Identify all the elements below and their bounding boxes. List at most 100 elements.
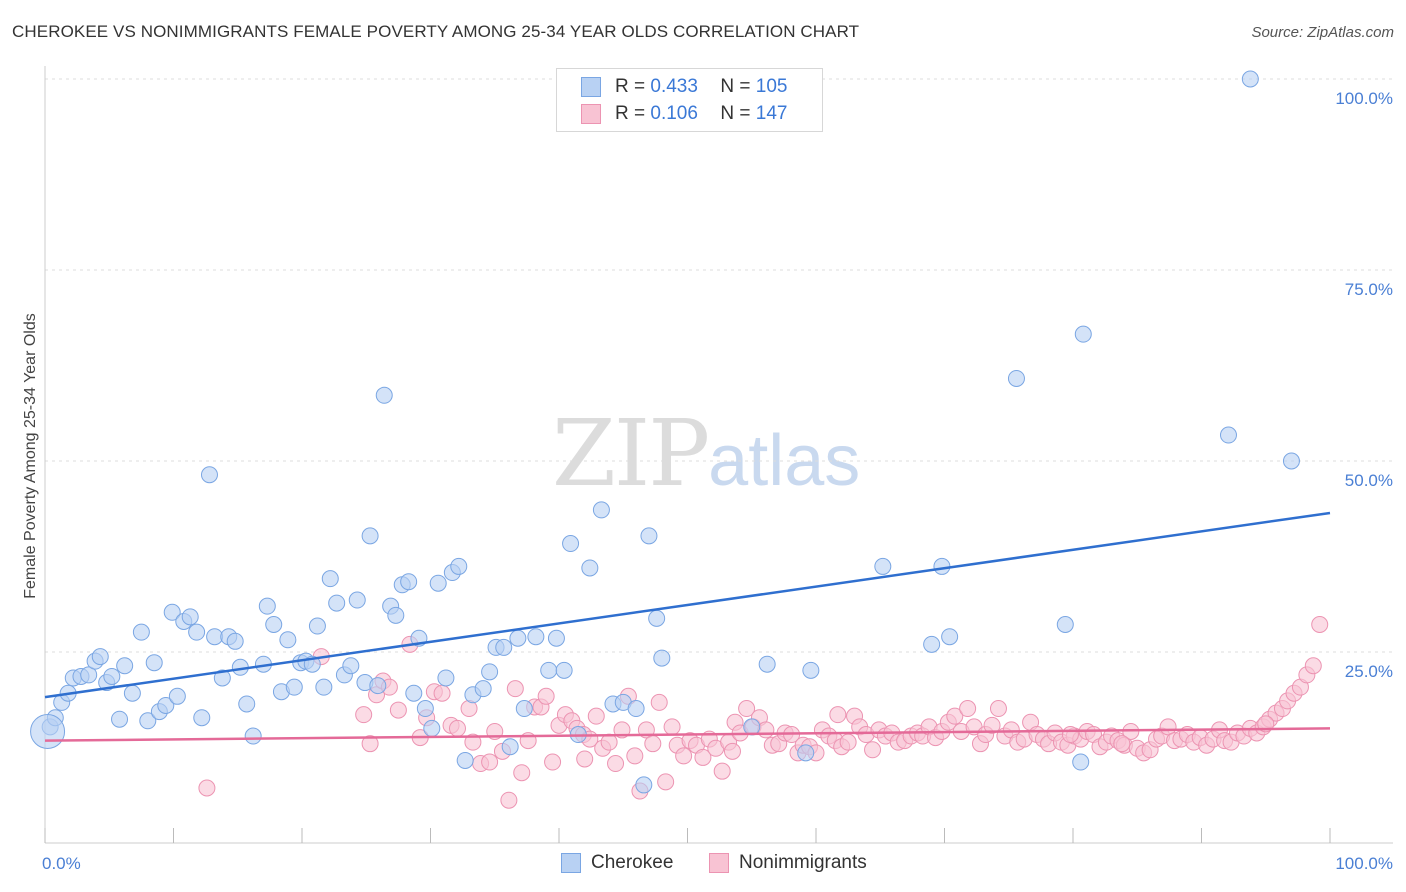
cherokee-point bbox=[547, 629, 565, 647]
cherokee-point bbox=[592, 501, 610, 519]
cherokee-point bbox=[540, 661, 558, 679]
cherokee-point bbox=[923, 635, 941, 653]
cherokee-point bbox=[206, 628, 224, 646]
nonimmigrants-trend-line bbox=[44, 727, 1331, 742]
cherokee-point bbox=[648, 609, 666, 627]
cherokee-point bbox=[387, 606, 405, 624]
cherokee-point bbox=[423, 719, 441, 737]
cherokee-swatch bbox=[581, 77, 601, 97]
nonimmigrants-point bbox=[1304, 657, 1322, 675]
cherokee-point bbox=[226, 632, 244, 650]
nonimmigrants-point bbox=[738, 700, 756, 718]
axes bbox=[44, 66, 1393, 844]
cherokee-point bbox=[509, 629, 527, 647]
cherokee-points bbox=[30, 70, 1300, 794]
cherokee-point bbox=[1219, 426, 1237, 444]
nonimmigrants-point bbox=[389, 701, 407, 719]
nonimmigrants-legend-label: Nonimmigrants bbox=[739, 852, 867, 873]
stats-row-nonimmigrants: R = 0.106 N = 147 bbox=[581, 102, 787, 126]
cherokee-point bbox=[91, 648, 109, 666]
cherokee-point bbox=[285, 678, 303, 696]
cherokee-point bbox=[416, 700, 434, 718]
nonimmigrants-point bbox=[989, 700, 1007, 718]
x-tick-label: 0.0% bbox=[42, 854, 81, 873]
nonimmigrants-point bbox=[506, 680, 524, 698]
cherokee-point bbox=[279, 631, 297, 649]
cherokee-point bbox=[627, 700, 645, 718]
cherokee-point bbox=[188, 623, 206, 641]
nonimmigrants-n-label: N = bbox=[720, 103, 751, 124]
cherokee-point bbox=[527, 628, 545, 646]
nonimmigrants-point bbox=[1061, 726, 1079, 744]
cherokee-point bbox=[111, 710, 129, 728]
cherokee-point bbox=[157, 696, 175, 714]
cherokee-point bbox=[941, 628, 959, 646]
cherokee-point bbox=[1007, 369, 1025, 387]
cherokee-point bbox=[743, 718, 761, 736]
cherokee-point bbox=[481, 663, 499, 681]
cherokee-point bbox=[1282, 452, 1300, 470]
cherokee-point bbox=[123, 684, 141, 702]
cherokee-point bbox=[797, 744, 815, 762]
cherokee-point bbox=[375, 386, 393, 404]
cherokee-point bbox=[495, 638, 513, 656]
nonimmigrants-point bbox=[650, 693, 668, 711]
gridlines bbox=[45, 78, 1393, 653]
cherokee-point bbox=[501, 738, 519, 756]
cherokee-point bbox=[308, 617, 326, 635]
nonimmigrants-point bbox=[361, 735, 379, 753]
nonimmigrants-point bbox=[607, 755, 625, 773]
cherokee-point bbox=[116, 657, 134, 675]
legend-item-cherokee[interactable]: Cherokee bbox=[561, 852, 673, 874]
cherokee-point bbox=[450, 557, 468, 575]
cherokee-point bbox=[1056, 615, 1074, 633]
nonimmigrants-point bbox=[464, 733, 482, 751]
cherokee-point bbox=[581, 559, 599, 577]
cherokee-point bbox=[103, 667, 121, 685]
cherokee-legend-label: Cherokee bbox=[591, 852, 674, 873]
cherokee-trend-line bbox=[44, 511, 1331, 699]
cherokee-point bbox=[802, 661, 820, 679]
cherokee-point bbox=[361, 527, 379, 545]
cherokee-point bbox=[1072, 753, 1090, 771]
cherokee-r-label: R = bbox=[615, 76, 646, 97]
cherokee-point bbox=[80, 666, 98, 684]
nonimmigrants-point bbox=[433, 684, 451, 702]
cherokee-point bbox=[139, 712, 157, 730]
cherokee-point bbox=[653, 649, 671, 667]
trend-lines bbox=[44, 511, 1331, 742]
nonimmigrants-point bbox=[448, 719, 466, 737]
cherokee-point bbox=[132, 623, 150, 641]
nonimmigrants-point bbox=[723, 742, 741, 760]
nonimmigrants-points bbox=[198, 615, 1329, 809]
nonimmigrants-point bbox=[198, 779, 216, 797]
cherokee-point bbox=[213, 669, 231, 687]
legend-item-nonimmigrants[interactable]: Nonimmigrants bbox=[709, 852, 867, 874]
cherokee-point bbox=[635, 776, 653, 794]
watermark: ZIPatlas bbox=[552, 400, 860, 507]
cherokee-point bbox=[258, 597, 276, 615]
cherokee-point bbox=[193, 709, 211, 727]
nonimmigrants-point bbox=[500, 791, 518, 809]
cherokee-point bbox=[168, 687, 186, 705]
chart-title: CHEROKEE VS NONIMMIGRANTS FEMALE POVERTY… bbox=[12, 22, 860, 41]
stats-row-cherokee: R = 0.433 N = 105 bbox=[581, 75, 787, 99]
nonimmigrants-point bbox=[959, 700, 977, 718]
watermark-zip: ZIP bbox=[552, 400, 710, 507]
nonimmigrants-point bbox=[587, 707, 605, 725]
cherokee-point bbox=[474, 680, 492, 698]
nonimmigrants-point bbox=[757, 721, 775, 739]
nonimmigrants-point bbox=[644, 735, 662, 753]
nonimmigrants-point bbox=[481, 753, 499, 771]
y-axis-label: Female Poverty Among 25-34 Year Olds bbox=[22, 313, 39, 599]
nonimmigrants-point bbox=[839, 733, 857, 751]
cherokee-point bbox=[315, 678, 333, 696]
y-tick-label: 100.0% bbox=[1335, 89, 1393, 108]
nonimmigrants-point bbox=[946, 707, 964, 725]
nonimmigrants-point bbox=[537, 687, 555, 705]
cherokee-point bbox=[874, 557, 892, 575]
nonimmigrants-point bbox=[513, 764, 531, 782]
cherokee-n-label: N = bbox=[720, 76, 751, 97]
nonimmigrants-point bbox=[713, 762, 731, 780]
